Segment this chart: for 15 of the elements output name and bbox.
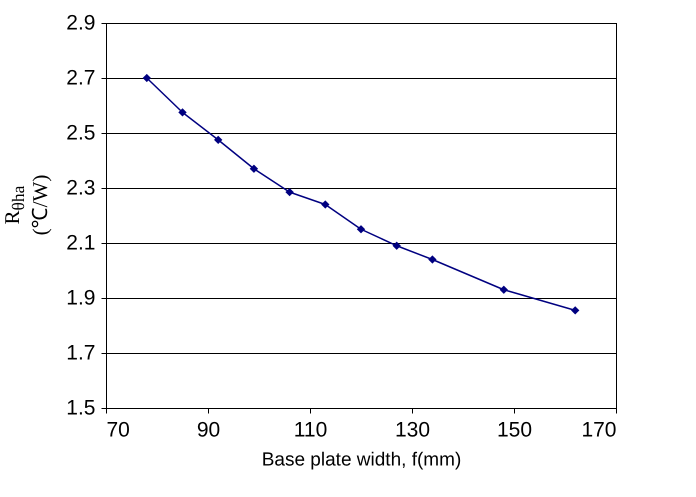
y-tick-label: 1.5: [66, 396, 96, 420]
x-tick-label: 150: [496, 418, 532, 442]
y-tick-label: 2.5: [66, 122, 96, 144]
x-tick-label: 70: [106, 418, 130, 442]
y-tick-label: 2.3: [66, 176, 96, 200]
y-tick-label: 2.1: [66, 232, 96, 254]
x-tick-label: 110: [294, 418, 328, 442]
x-tick-label: 130: [394, 418, 430, 442]
y-tick-label: 2.7: [66, 66, 96, 90]
y-tick-label: 1.9: [66, 286, 96, 310]
x-tick-label: 170: [581, 418, 616, 442]
x-tick-label: 90: [196, 418, 220, 442]
y-tick-label: 1.7: [66, 342, 96, 364]
x-axis-title: Base plate width, f(mm): [262, 450, 462, 470]
y-tick-label: 2.9: [66, 12, 96, 34]
